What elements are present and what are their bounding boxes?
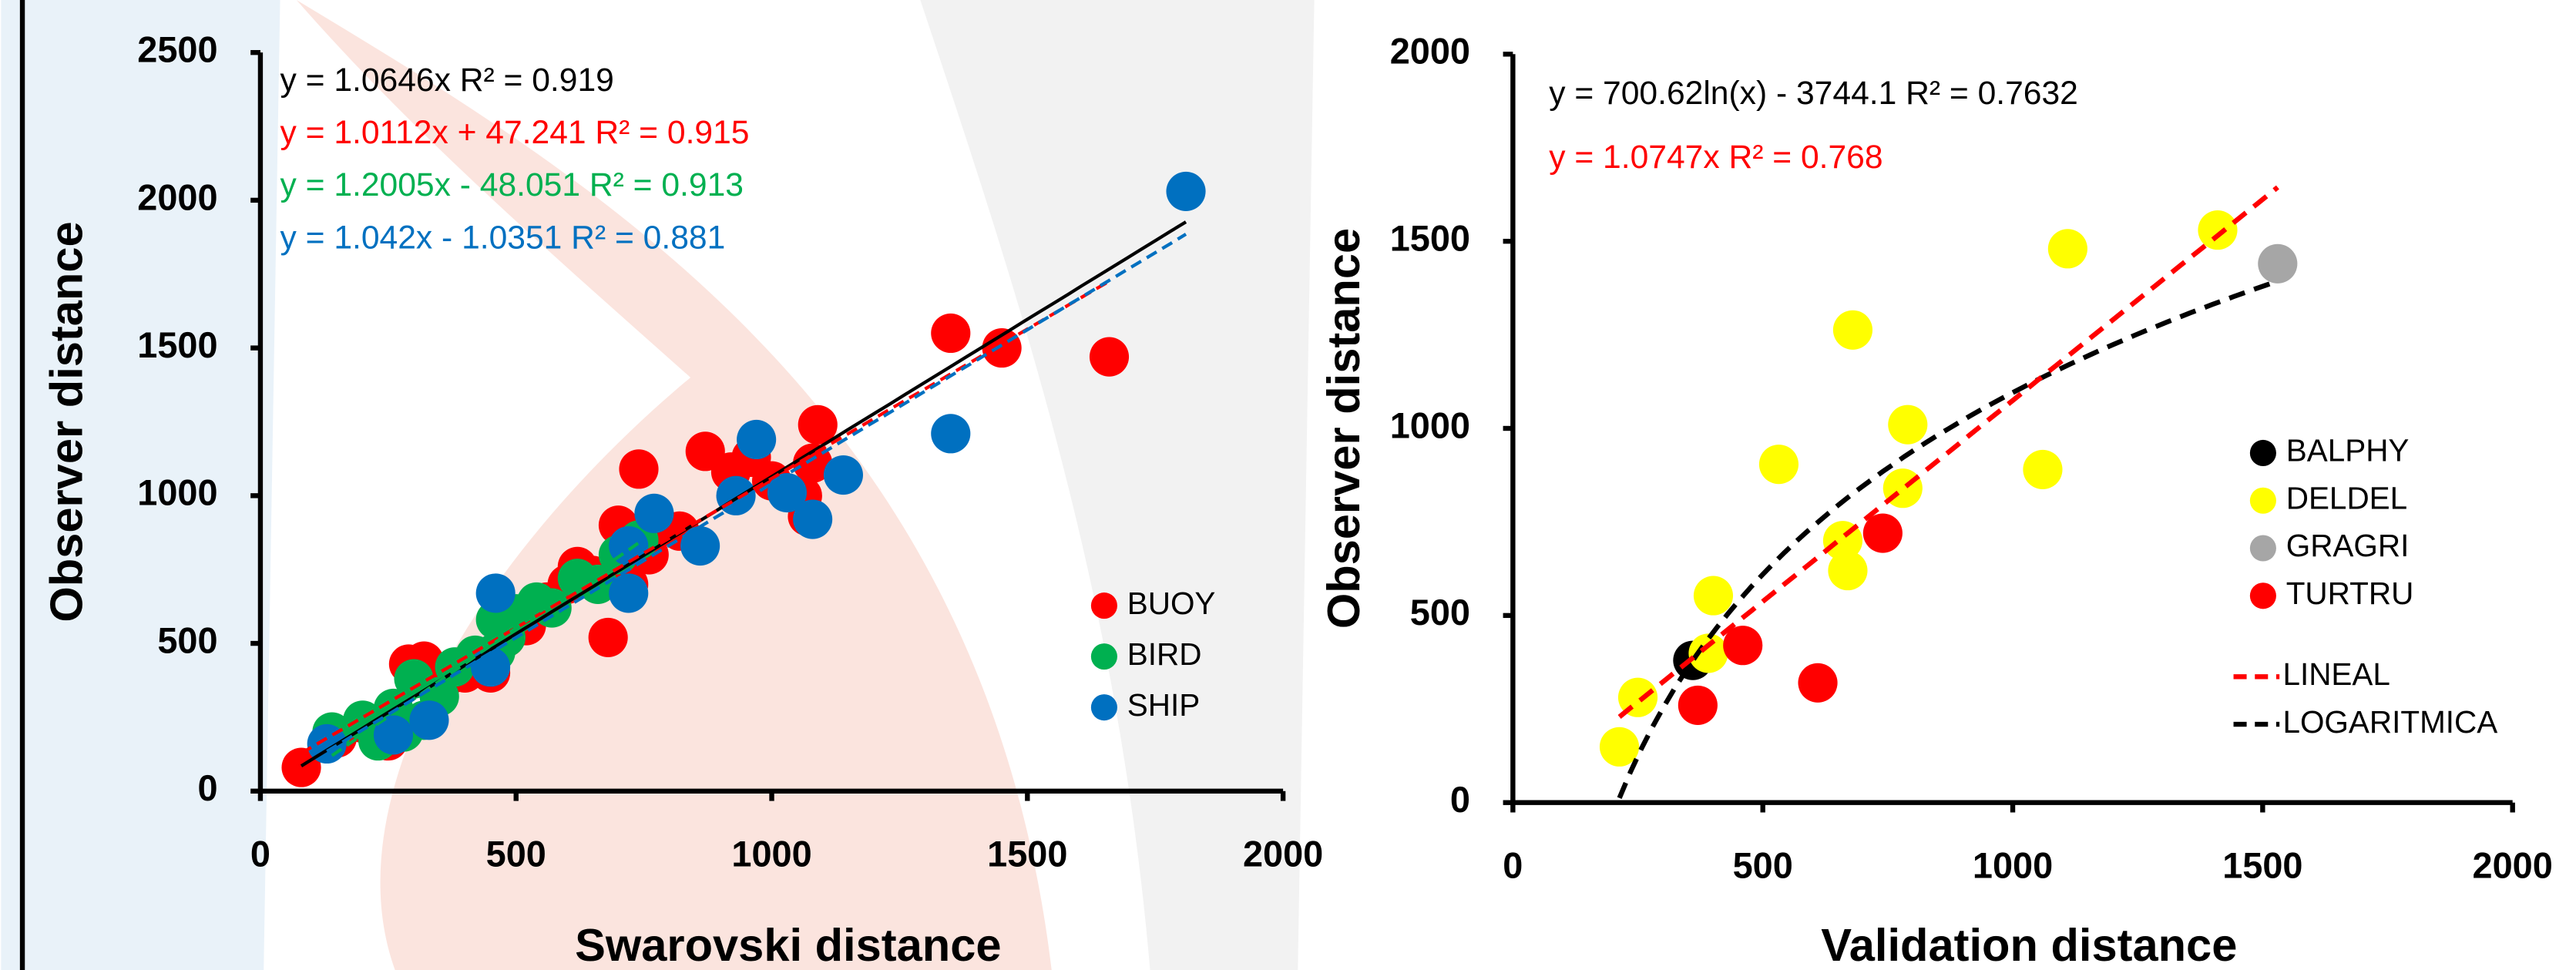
point — [1693, 576, 1734, 616]
trend-line — [300, 280, 1110, 755]
legend-marker — [1090, 694, 1117, 721]
point — [409, 700, 449, 740]
point — [931, 313, 971, 354]
point — [1166, 171, 1206, 211]
x-tick-label: 0 — [250, 834, 270, 874]
y-tick-label: 500 — [157, 620, 217, 660]
legend-marker — [2249, 439, 2276, 467]
trend-line — [326, 233, 1187, 754]
legend-marker — [2249, 487, 2276, 514]
point — [2198, 210, 2238, 250]
legend-marker — [1090, 592, 1117, 619]
legend-label: BALPHY — [2286, 433, 2410, 468]
point — [1758, 445, 1799, 485]
y-tick-label: 2000 — [1390, 32, 1470, 72]
x-tick-label: 0 — [1503, 845, 1523, 885]
legend-label: LOGARITMICA — [2282, 704, 2497, 740]
chart-right: 0 500 1000 1500 2000 0 500 1000 1500 2000 Validati… — [1318, 32, 2553, 970]
point — [373, 715, 414, 755]
point — [588, 617, 628, 657]
point — [2047, 229, 2087, 269]
point — [931, 414, 971, 454]
trend-line — [1617, 278, 2279, 799]
x-tick-label: 2000 — [1243, 834, 1323, 874]
x-tick-label: 500 — [1733, 845, 1793, 885]
x-axis-label: Validation distance — [1821, 919, 2237, 970]
point — [281, 747, 321, 787]
equation: y = 700.62ln(x) - 3744.1 R² = 0.7632 — [1549, 75, 2078, 112]
point — [767, 472, 807, 513]
point — [737, 419, 777, 460]
legend-label: DELDEL — [2286, 480, 2407, 515]
point — [2023, 449, 2063, 489]
y-tick-label: 2500 — [137, 30, 217, 70]
x-tick-label: 1000 — [1973, 845, 2053, 885]
point — [2258, 243, 2298, 284]
point — [619, 449, 659, 489]
y-tick-label: 500 — [1410, 592, 1470, 633]
legend-marker — [2249, 582, 2276, 609]
legend-marker — [2249, 535, 2276, 562]
point — [1798, 663, 1838, 703]
y-tick-label: 1000 — [1390, 405, 1470, 445]
y-tick-label: 2000 — [137, 177, 217, 217]
legend-label: GRAGRI — [2286, 528, 2410, 563]
chart-left: 0 500 1000 1500 2000 2500 0 500 1000 1500 2000 Swar… — [41, 30, 1324, 970]
x-tick-label: 500 — [486, 834, 546, 874]
equation: y = 1.042x - 1.0351 R² = 0.881 — [280, 219, 726, 256]
equation: y = 1.0747x R² = 0.768 — [1549, 139, 1882, 176]
legend-label: BUOY — [1127, 586, 1216, 621]
point — [634, 493, 674, 533]
point — [1862, 513, 1903, 553]
legend-label: SHIP — [1127, 687, 1200, 723]
point — [1888, 404, 1928, 445]
watermark — [920, 0, 1315, 970]
watermark — [1, 0, 280, 970]
y-tick-label: 0 — [1450, 780, 1470, 820]
point — [1599, 727, 1640, 767]
point — [1832, 310, 1873, 350]
y-axis-label: Observer distance — [1318, 228, 1369, 629]
legend-marker — [1090, 643, 1117, 670]
y-tick-label: 1500 — [137, 325, 217, 365]
equation: y = 1.2005x - 48.051 R² = 0.913 — [280, 166, 744, 203]
equation: y = 1.0112x + 47.241 R² = 0.915 — [280, 114, 750, 151]
trend-line — [1617, 185, 2279, 719]
legend-label: TURTRU — [2286, 576, 2414, 611]
point — [1678, 685, 1718, 725]
point — [1828, 551, 1868, 591]
x-tick-label: 1500 — [2222, 845, 2302, 885]
point — [1723, 626, 1763, 666]
point — [475, 573, 516, 613]
point — [680, 525, 720, 566]
point — [793, 499, 833, 539]
equation: y = 1.0646x R² = 0.919 — [280, 62, 614, 99]
y-tick-label: 0 — [197, 768, 217, 808]
point — [1089, 337, 1130, 377]
x-axis-label: Swarovski distance — [575, 919, 1001, 970]
trend-line — [331, 541, 640, 757]
legend-label: LINEAL — [2282, 656, 2390, 692]
point — [798, 404, 838, 445]
point — [609, 573, 649, 613]
x-tick-label: 1000 — [731, 834, 811, 874]
point — [823, 455, 863, 495]
y-tick-label: 1000 — [137, 473, 217, 513]
y-tick-label: 1500 — [1390, 219, 1470, 259]
x-tick-label: 1500 — [987, 834, 1067, 874]
y-axis-label: Observer distance — [41, 221, 92, 622]
point — [1688, 633, 1728, 673]
x-tick-label: 2000 — [2473, 845, 2553, 885]
legend-label: BIRD — [1127, 636, 1202, 672]
watermark — [296, 0, 1052, 970]
